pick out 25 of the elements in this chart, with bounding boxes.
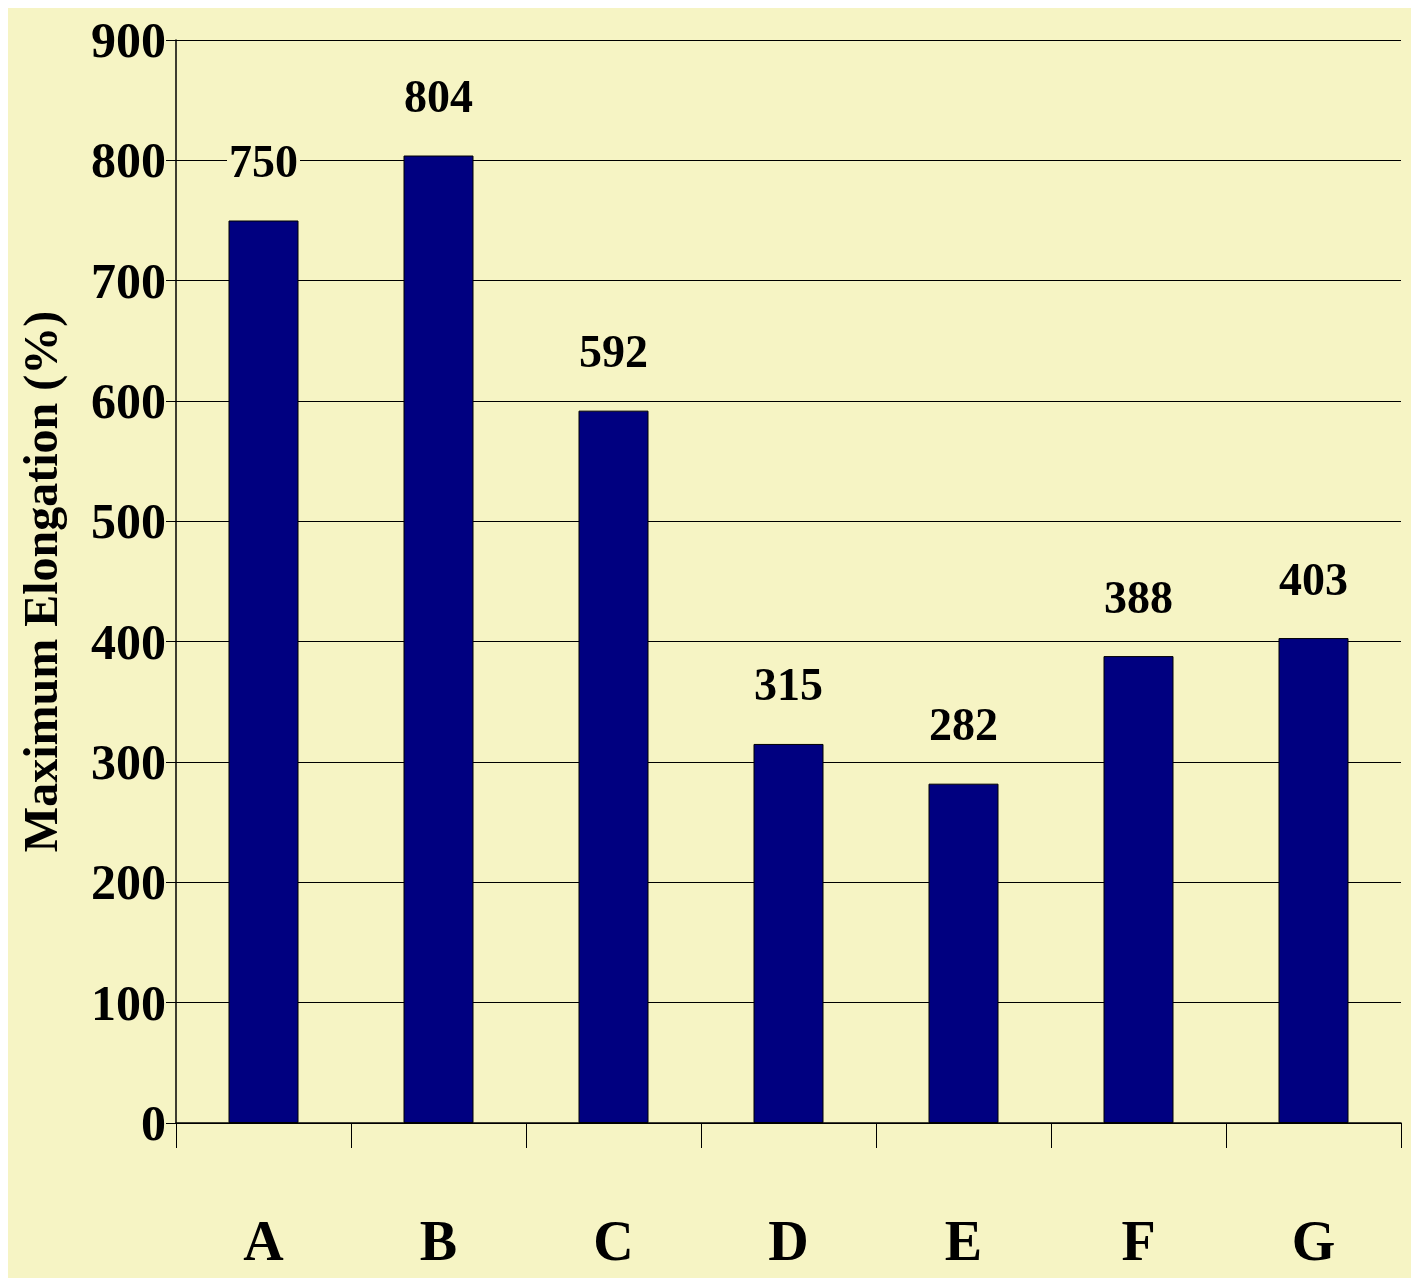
x-tick-label: D: [768, 1210, 809, 1272]
x-tick-label: G: [1291, 1210, 1336, 1272]
y-tick-label: 900: [91, 12, 166, 68]
y-tick-label: 0: [141, 1095, 166, 1151]
y-axis-title: Maximum Elongation (%): [13, 310, 68, 853]
data-label: 804: [404, 71, 473, 123]
y-tick-label: 700: [91, 252, 166, 309]
x-tick-label: B: [419, 1210, 458, 1272]
y-tick-label: 500: [91, 493, 166, 550]
x-tick-label: C: [593, 1210, 634, 1272]
x-tick-label: F: [1121, 1210, 1156, 1272]
x-tick-label: E: [944, 1210, 983, 1272]
y-tick-label: 300: [91, 734, 166, 790]
data-label: 403: [1279, 553, 1348, 605]
y-tick-label: 800: [91, 132, 166, 189]
y-tick-label: 200: [91, 854, 166, 911]
y-tick-label: 100: [91, 974, 166, 1031]
y-tick-label: 600: [91, 373, 166, 429]
x-tick-label: A: [243, 1210, 285, 1272]
data-label: 750: [229, 136, 298, 187]
data-label: 282: [929, 699, 998, 751]
data-label: 592: [579, 326, 648, 378]
data-label: 315: [754, 659, 823, 711]
data-label: 388: [1104, 571, 1173, 623]
y-tick-label: 400: [91, 613, 166, 670]
